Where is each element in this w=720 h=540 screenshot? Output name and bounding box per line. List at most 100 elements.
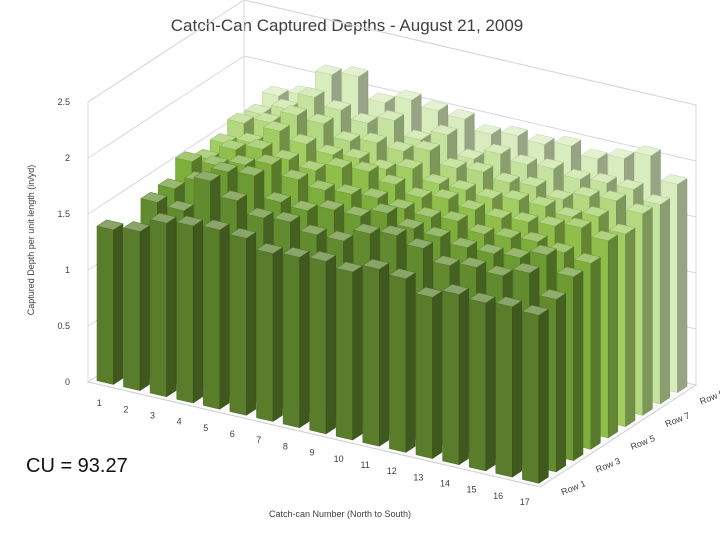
bar-top [255, 243, 284, 254]
bar-top [309, 251, 337, 262]
bar [309, 251, 337, 435]
x-tick-label: 9 [309, 448, 314, 458]
bar-side [432, 290, 443, 460]
bar-top [325, 157, 353, 169]
bar-top [554, 135, 582, 147]
bar-top [581, 206, 610, 217]
bar-front [495, 302, 513, 478]
bar-front [282, 253, 300, 429]
bar-side [246, 231, 257, 416]
cu-annotation: CU = 93.27 [26, 455, 128, 477]
bar-top [193, 170, 221, 182]
bar-side [325, 254, 336, 435]
bar-side [219, 223, 230, 410]
bar-top [440, 210, 469, 222]
bar-top [528, 196, 556, 207]
bar [441, 284, 470, 466]
bar-top [333, 130, 361, 142]
bar-top [386, 141, 414, 152]
x-tick-label: 6 [230, 429, 235, 439]
y-tick-label: 1.5 [57, 209, 70, 219]
x-tick-label: 4 [177, 417, 182, 427]
bar-top [315, 144, 344, 156]
x-tick-label: 1 [97, 398, 102, 408]
bar-top [176, 215, 204, 227]
bar-top [290, 200, 318, 211]
bar-top [96, 219, 124, 231]
bar-side [573, 270, 584, 462]
bar-front [415, 293, 433, 459]
bar-front [522, 311, 540, 484]
bar-top [334, 184, 362, 195]
bar-top [271, 149, 300, 161]
bar-top [521, 304, 550, 316]
bar [229, 228, 257, 416]
bar-top [510, 154, 538, 165]
bar [176, 215, 204, 404]
y-tick-label: 2.5 [57, 97, 70, 107]
bar-top [422, 173, 450, 185]
bar-top [441, 284, 470, 295]
bar-top [500, 125, 529, 137]
bar-front [176, 221, 194, 404]
y-axis-ticks: 0 0.5 1 1.5 2 2.5 [57, 97, 70, 387]
bar-top [468, 292, 496, 304]
bar-top [421, 100, 449, 112]
bar-side [625, 227, 636, 428]
bar-side [192, 219, 203, 404]
bar [96, 219, 124, 385]
bar [122, 221, 151, 392]
x-tick-label: 13 [413, 472, 423, 482]
bar-top [261, 85, 289, 97]
bar-top [537, 215, 566, 227]
bar-top [511, 211, 539, 223]
bar-top [607, 148, 635, 159]
bar-top [555, 206, 583, 218]
bar-top [502, 189, 530, 201]
row-tick-label: Row 1 [560, 478, 587, 497]
bar-top [414, 207, 442, 218]
bar-top [299, 224, 328, 236]
bar-top [591, 230, 619, 242]
bar-side [642, 206, 653, 416]
x-tick-label: 16 [493, 491, 503, 501]
bar-top [282, 247, 310, 258]
bar [495, 296, 523, 478]
x-tick-label: 12 [387, 466, 397, 476]
row-tick-label: Row 9 [698, 388, 720, 407]
bar-top [403, 129, 432, 141]
bar-top [343, 206, 371, 217]
bar-top [474, 124, 502, 135]
bar-side [379, 262, 390, 447]
bar-top [430, 124, 458, 136]
bar-top [351, 161, 380, 173]
x-tick-label: 2 [123, 404, 128, 414]
bar-front [335, 267, 353, 441]
bar-top [359, 132, 388, 144]
bar-top [432, 255, 461, 267]
bar-top [563, 169, 591, 180]
bar-top [210, 161, 239, 173]
bars [96, 64, 688, 484]
bar-top [467, 223, 495, 235]
bar-top [341, 66, 369, 77]
bar-top [415, 286, 443, 298]
bar-side [555, 292, 566, 473]
bar-front [203, 225, 221, 410]
bar-top [306, 113, 334, 125]
bar-top [529, 244, 558, 256]
bar-top [503, 247, 531, 259]
bar-side [139, 224, 150, 392]
x-tick-label: 15 [466, 485, 476, 495]
bar-top [218, 139, 247, 151]
x-axis-title: Catch-can Number (North to South) [269, 509, 411, 519]
bar-top [512, 262, 540, 274]
bar [388, 268, 417, 453]
bar [202, 219, 230, 410]
x-tick-label: 8 [283, 441, 288, 451]
row-tick-label: Row 3 [594, 456, 621, 475]
bar-front [442, 290, 460, 466]
bar-side [485, 296, 496, 472]
